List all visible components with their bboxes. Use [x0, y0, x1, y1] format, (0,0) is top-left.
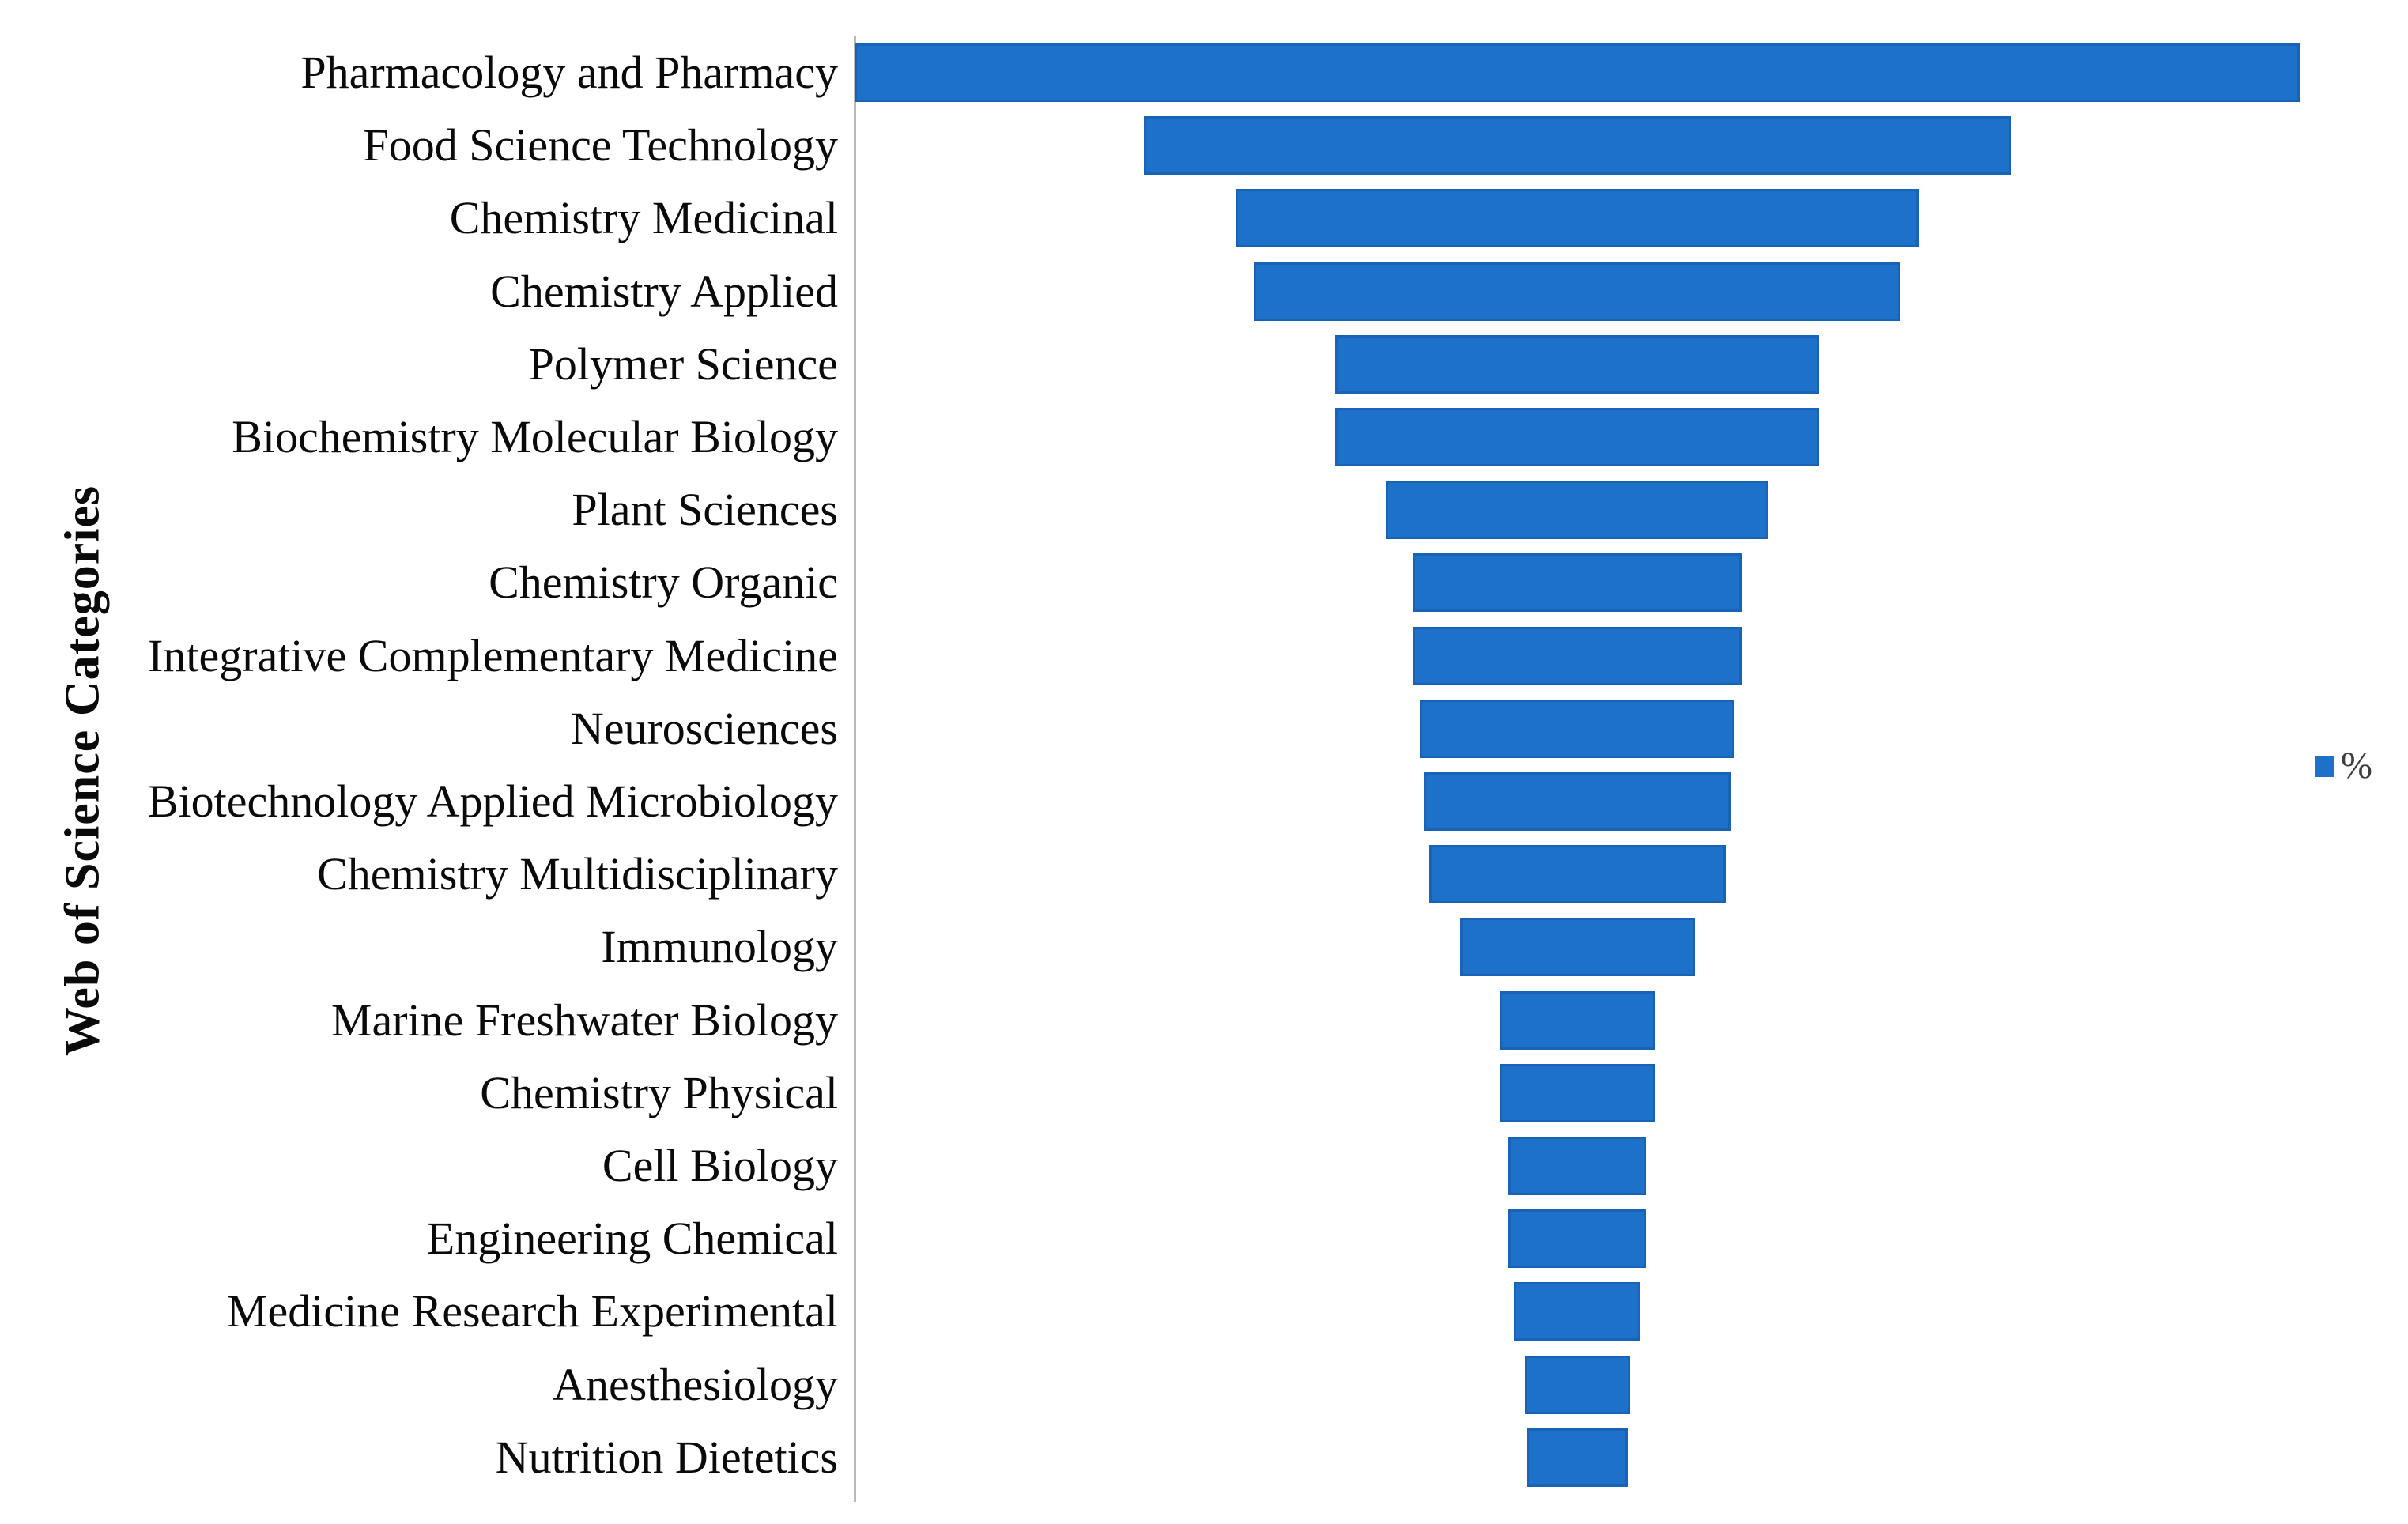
funnel-bar	[1508, 1137, 1646, 1195]
funnel-bar	[1335, 334, 1819, 394]
category-label: Cell Biology	[602, 1140, 838, 1191]
category-label: Pharmacology and Pharmacy	[300, 47, 838, 98]
funnel-bar	[1413, 626, 1742, 685]
funnel-bar	[1525, 1355, 1630, 1414]
category-label: Plant Sciences	[572, 484, 838, 536]
funnel-bar	[1335, 408, 1819, 466]
funnel-bar	[855, 43, 2300, 102]
legend-swatch-icon	[2315, 755, 2334, 777]
category-label: Chemistry Applied	[490, 265, 838, 317]
category-label: Integrative Complementary Medicine	[148, 629, 838, 681]
funnel-bar	[1424, 772, 1731, 831]
funnel-bar	[1429, 845, 1726, 904]
funnel-bar	[1413, 553, 1742, 613]
category-label: Biotechnology Applied Microbiology	[147, 775, 838, 827]
category-label: Marine Freshwater Biology	[330, 994, 838, 1046]
funnel-bar	[1514, 1282, 1640, 1341]
category-label: Medicine Research Experimental	[226, 1285, 838, 1337]
funnel-bar	[1500, 990, 1655, 1050]
category-label: Nutrition Dietetics	[495, 1431, 838, 1483]
category-label: Polymer Science	[528, 338, 838, 390]
category-label: Chemistry Multidisciplinary	[317, 848, 838, 900]
legend-label: %	[2341, 745, 2372, 787]
funnel-bar	[1500, 1063, 1655, 1122]
category-label: Immunology	[601, 921, 838, 973]
category-label: Anesthesiology	[553, 1358, 838, 1410]
y-axis-line	[854, 36, 856, 1502]
y-axis-title: Web of Science Categories	[55, 485, 110, 1057]
funnel-bar	[1460, 918, 1695, 977]
funnel-bar	[1527, 1428, 1628, 1487]
funnel-bar	[1254, 262, 1900, 321]
category-label: Neurosciences	[570, 702, 838, 754]
category-label: Biochemistry Molecular Biology	[232, 411, 838, 462]
category-label: Food Science Technology	[363, 119, 838, 172]
category-label: Engineering Chemical	[426, 1213, 838, 1265]
category-label: Chemistry Physical	[480, 1066, 838, 1118]
funnel-bar	[1386, 481, 1768, 540]
funnel-bar	[1236, 189, 1919, 248]
category-label: Chemistry Organic	[489, 556, 838, 609]
funnel-bar	[1144, 116, 2011, 175]
legend: %	[2315, 747, 2372, 785]
category-label: Chemistry Medicinal	[449, 192, 838, 244]
funnel-bar	[1508, 1209, 1646, 1269]
funnel-bar	[1420, 699, 1734, 758]
